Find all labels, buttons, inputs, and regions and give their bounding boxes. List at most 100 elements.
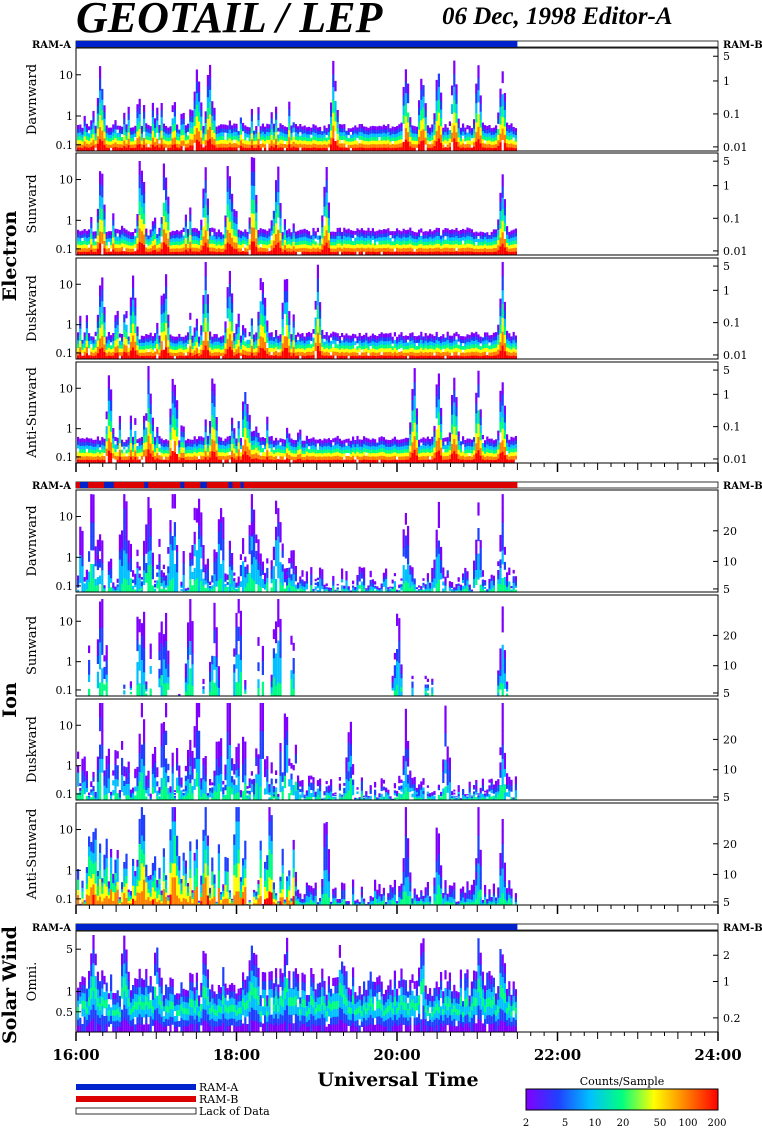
ion-panel-label: Sunward — [25, 616, 40, 675]
colorbar-tick-label: 200 — [707, 1118, 726, 1128]
left-tick-label: 0.1 — [56, 893, 74, 906]
left-tick-label: 1 — [66, 423, 73, 436]
right-tick-label: 0.01 — [723, 141, 748, 154]
solar-wind-panel-label: Omni. — [25, 962, 40, 1002]
right-tick-label: 10 — [723, 555, 737, 568]
right-tick-label: 5 — [723, 791, 730, 804]
left-tick-label: 10 — [59, 511, 73, 524]
right-tick-label: 1 — [723, 75, 730, 88]
electron-panel-label: Dawnward — [25, 64, 40, 135]
ion-ram-a-segment — [104, 482, 114, 488]
left-tick-label: 5 — [66, 943, 73, 956]
electron-panel-label: Sunward — [25, 174, 40, 233]
legend-ram-a-swatch — [76, 1084, 196, 1090]
left-tick-label: 1 — [66, 864, 73, 877]
electron-panel-label: Anti-Sunward — [25, 367, 40, 459]
left-tick-label: 0.1 — [56, 451, 74, 464]
right-tick-label: 20 — [723, 838, 737, 851]
left-tick-label: 0.1 — [56, 684, 74, 697]
right-tick-label: 0.01 — [723, 453, 748, 466]
colorbar-tick-label: 50 — [654, 1118, 667, 1128]
right-tick-label: 20 — [723, 525, 737, 538]
colorbar-tick-label: 100 — [678, 1118, 697, 1128]
solar-wind-ram-bar — [76, 924, 518, 930]
spectrogram-electron-3 — [77, 366, 517, 464]
right-tick-label: 5 — [723, 155, 730, 168]
spectrogram-ion-2 — [77, 703, 517, 801]
left-tick-label: 0.1 — [56, 580, 74, 593]
ion-ram-a-segment — [180, 482, 185, 488]
right-tick-label: 0.1 — [723, 421, 741, 434]
left-tick-label: 1 — [66, 214, 73, 227]
legend-ram-a-label: RAM-A — [199, 1081, 239, 1094]
colorbar-tick-label: 20 — [617, 1118, 630, 1128]
electron-ram-b-label: RAM-B — [723, 40, 762, 51]
right-tick-label: 5 — [723, 364, 730, 377]
right-tick-label: 0.2 — [723, 1012, 741, 1025]
ion-panel-label: Dawnward — [25, 505, 40, 576]
right-tick-label: 20 — [723, 733, 737, 746]
ion-ram-a-segment — [228, 482, 233, 488]
left-tick-label: 1 — [66, 551, 73, 564]
right-tick-label: 0.1 — [723, 317, 741, 330]
left-tick-label: 1 — [66, 760, 73, 773]
left-tick-label: 1 — [66, 319, 73, 332]
spectrogram-electron-2 — [77, 262, 517, 360]
right-tick-label: 5 — [723, 896, 730, 909]
left-tick-label: 0.1 — [56, 139, 74, 152]
x-tick-label: 18:00 — [213, 1046, 260, 1064]
ion-panel-frame — [75, 698, 719, 801]
right-tick-label: 5 — [723, 687, 730, 700]
left-tick-label: 1 — [66, 656, 73, 669]
right-tick-label: 2 — [723, 949, 730, 962]
electron-ram-bar — [76, 41, 518, 47]
right-tick-label: 0.01 — [723, 349, 748, 362]
electron-group-label: Electron — [0, 211, 21, 302]
right-tick-label: 0.1 — [723, 108, 741, 121]
spectrogram-ion-1 — [77, 599, 517, 697]
left-tick-label: 10 — [59, 615, 73, 628]
ion-ram-a-segment — [200, 482, 207, 488]
left-tick-label: 10 — [59, 719, 73, 732]
left-tick-label: 0.1 — [56, 347, 74, 360]
ion-ram-bar — [76, 482, 518, 488]
right-tick-label: 0.1 — [723, 212, 741, 225]
left-tick-label: 10 — [59, 382, 73, 395]
left-tick-label: 10 — [59, 174, 73, 187]
ion-panel-frame — [75, 489, 719, 593]
left-tick-label: 10 — [59, 824, 73, 837]
right-tick-label: 1 — [723, 284, 730, 297]
electron-panel-frame — [75, 47, 719, 152]
right-tick-label: 10 — [723, 868, 737, 881]
colorbar-tick-label: 5 — [562, 1118, 568, 1128]
colorbar-tick-label: 2 — [523, 1118, 529, 1128]
right-tick-label: 0.01 — [723, 245, 748, 258]
left-tick-label: 0.5 — [56, 1006, 74, 1019]
spectrogram-ion-3 — [77, 807, 517, 906]
electron-ram-a-label: RAM-A — [32, 40, 71, 51]
legend-ram-b-swatch — [76, 1096, 196, 1102]
right-tick-label: 1 — [723, 388, 730, 401]
left-tick-label: 10 — [59, 278, 73, 291]
electron-panel-frame — [75, 152, 719, 256]
ion-ram-b-label: RAM-B — [723, 481, 762, 492]
solar-wind-ram-a-label: RAM-A — [32, 923, 71, 934]
colorbar-tick-label: 10 — [589, 1118, 602, 1128]
right-tick-label: 5 — [723, 583, 730, 596]
left-tick-label: 1 — [66, 110, 73, 123]
right-tick-label: 10 — [723, 660, 737, 673]
spectrogram-electron-0 — [77, 60, 517, 152]
legend-lack-swatch — [75, 1107, 197, 1115]
ion-group-label: Ion — [0, 682, 21, 718]
solar-wind-ram-b-label: RAM-B — [723, 923, 762, 934]
x-tick-label: 24:00 — [694, 1046, 741, 1064]
colorbar-title: Counts/Sample — [580, 1075, 665, 1088]
right-tick-label: 5 — [723, 50, 730, 63]
right-tick-label: 10 — [723, 764, 737, 777]
ion-panel-label: Anti-Sunward — [25, 809, 40, 901]
colorbar — [525, 1088, 719, 1111]
solar-wind-group-label: Solar Wind — [0, 926, 21, 1044]
right-tick-label: 1 — [723, 180, 730, 193]
page-title: GEOTAIL / LEP — [76, 0, 383, 42]
